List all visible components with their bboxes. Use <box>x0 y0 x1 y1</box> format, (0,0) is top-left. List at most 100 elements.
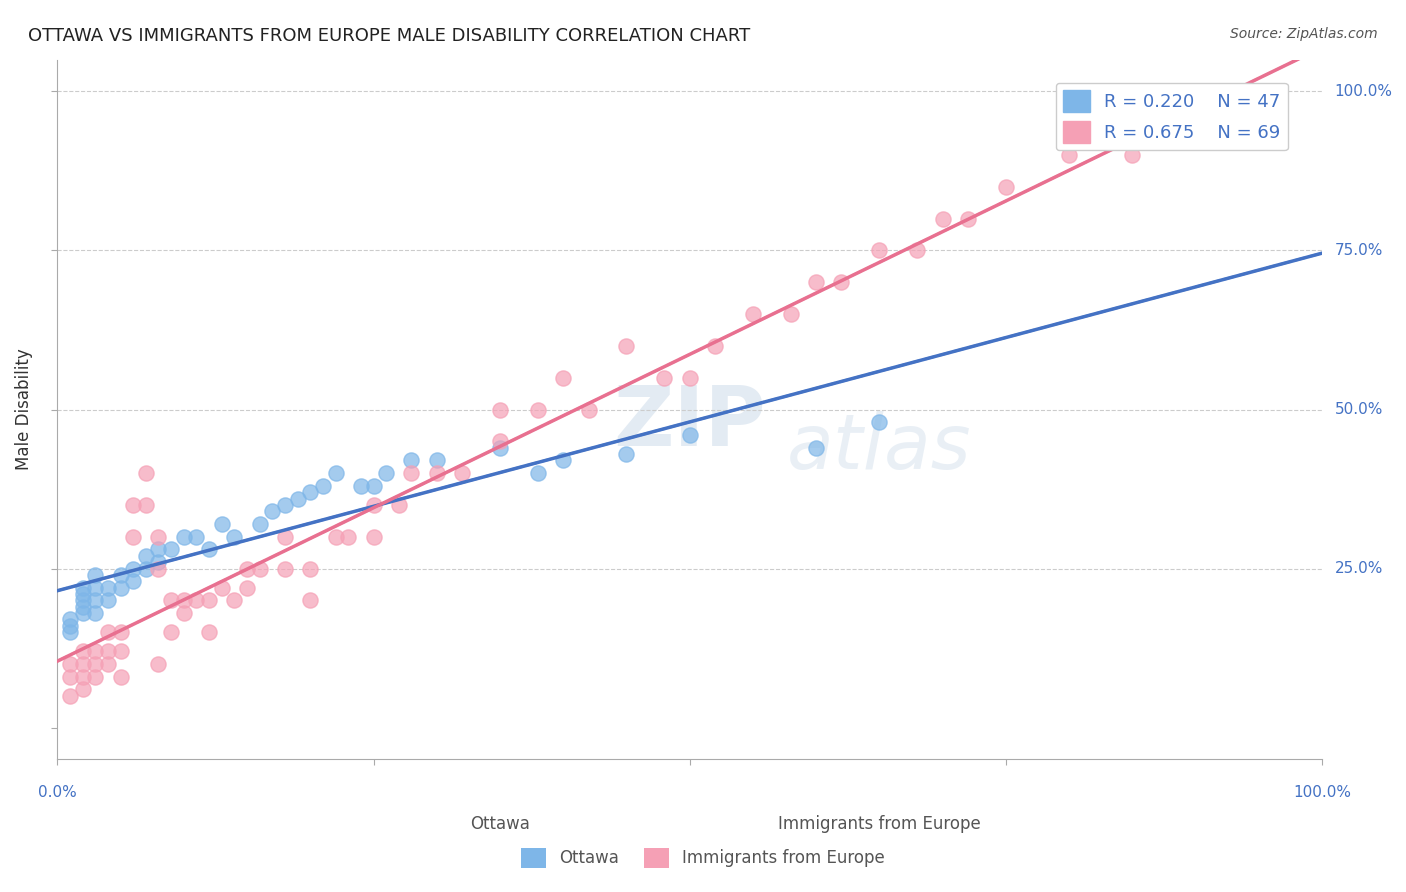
Point <box>72 644 94 658</box>
Point <box>489 441 512 455</box>
Point <box>868 244 890 258</box>
Point <box>299 561 322 575</box>
Point <box>994 179 1017 194</box>
Point <box>806 441 828 455</box>
Text: 100.0%: 100.0% <box>1294 785 1351 800</box>
Point <box>363 479 385 493</box>
Point <box>148 561 170 575</box>
Text: ZIP: ZIP <box>613 382 766 463</box>
Point <box>704 339 727 353</box>
Point <box>135 466 157 480</box>
Point <box>236 581 259 595</box>
Point <box>59 670 82 684</box>
Point <box>148 542 170 557</box>
Point <box>84 568 107 582</box>
Point <box>122 530 145 544</box>
Y-axis label: Male Disability: Male Disability <box>15 349 32 470</box>
Point <box>553 453 575 467</box>
Point <box>350 479 373 493</box>
Text: OTTAWA VS IMMIGRANTS FROM EUROPE MALE DISABILITY CORRELATION CHART: OTTAWA VS IMMIGRANTS FROM EUROPE MALE DI… <box>28 27 751 45</box>
Text: 25.0%: 25.0% <box>1334 561 1384 576</box>
Point <box>148 657 170 671</box>
Point <box>135 498 157 512</box>
Text: Ottawa: Ottawa <box>470 815 530 833</box>
Point <box>160 593 183 607</box>
Point <box>1184 116 1206 130</box>
Point <box>211 581 233 595</box>
Point <box>325 466 347 480</box>
Point <box>249 516 271 531</box>
Point <box>299 593 322 607</box>
Point <box>84 657 107 671</box>
Text: atlas: atlas <box>787 410 972 484</box>
Point <box>173 606 195 620</box>
Point <box>388 498 411 512</box>
Point <box>72 587 94 601</box>
Point <box>135 549 157 563</box>
Point <box>173 593 195 607</box>
Point <box>1057 148 1080 162</box>
Point <box>426 453 449 467</box>
Point <box>616 447 638 461</box>
Legend: Ottawa, Immigrants from Europe: Ottawa, Immigrants from Europe <box>515 841 891 875</box>
Point <box>84 606 107 620</box>
Point <box>236 561 259 575</box>
Point <box>72 581 94 595</box>
Point <box>312 479 335 493</box>
Point <box>84 670 107 684</box>
Point <box>122 561 145 575</box>
Point <box>299 485 322 500</box>
Point <box>186 530 208 544</box>
Point <box>59 657 82 671</box>
Point <box>122 574 145 589</box>
Point <box>84 644 107 658</box>
Point <box>224 593 246 607</box>
Point <box>59 625 82 640</box>
Point <box>198 625 221 640</box>
Text: 0.0%: 0.0% <box>38 785 77 800</box>
Point <box>742 307 765 321</box>
Point <box>1121 148 1143 162</box>
Point <box>148 555 170 569</box>
Point <box>160 542 183 557</box>
Point <box>110 644 132 658</box>
Point <box>97 657 120 671</box>
Point <box>160 625 183 640</box>
Point <box>122 498 145 512</box>
Point <box>325 530 347 544</box>
Point <box>905 244 928 258</box>
Point <box>274 498 297 512</box>
Point <box>337 530 360 544</box>
Point <box>72 657 94 671</box>
Point <box>956 211 979 226</box>
Point <box>97 593 120 607</box>
Point <box>72 670 94 684</box>
Point <box>72 606 94 620</box>
Point <box>249 561 271 575</box>
Point <box>679 370 702 384</box>
Point <box>97 581 120 595</box>
Point <box>654 370 676 384</box>
Text: Source: ZipAtlas.com: Source: ZipAtlas.com <box>1230 27 1378 41</box>
Point <box>72 682 94 697</box>
Point <box>135 561 157 575</box>
Point <box>830 275 852 289</box>
Text: Immigrants from Europe: Immigrants from Europe <box>778 815 981 833</box>
Point <box>489 402 512 417</box>
Text: 75.0%: 75.0% <box>1334 243 1384 258</box>
Point <box>931 211 953 226</box>
Point <box>173 530 195 544</box>
Point <box>375 466 398 480</box>
Point <box>274 530 297 544</box>
Point <box>527 402 550 417</box>
Point <box>401 466 423 480</box>
Point <box>274 561 297 575</box>
Point <box>287 491 309 506</box>
Legend: R = 0.220    N = 47, R = 0.675    N = 69: R = 0.220 N = 47, R = 0.675 N = 69 <box>1056 83 1288 150</box>
Point <box>84 581 107 595</box>
Point <box>679 428 702 442</box>
Text: 50.0%: 50.0% <box>1334 402 1384 417</box>
Point <box>110 568 132 582</box>
Point <box>578 402 600 417</box>
Point <box>401 453 423 467</box>
